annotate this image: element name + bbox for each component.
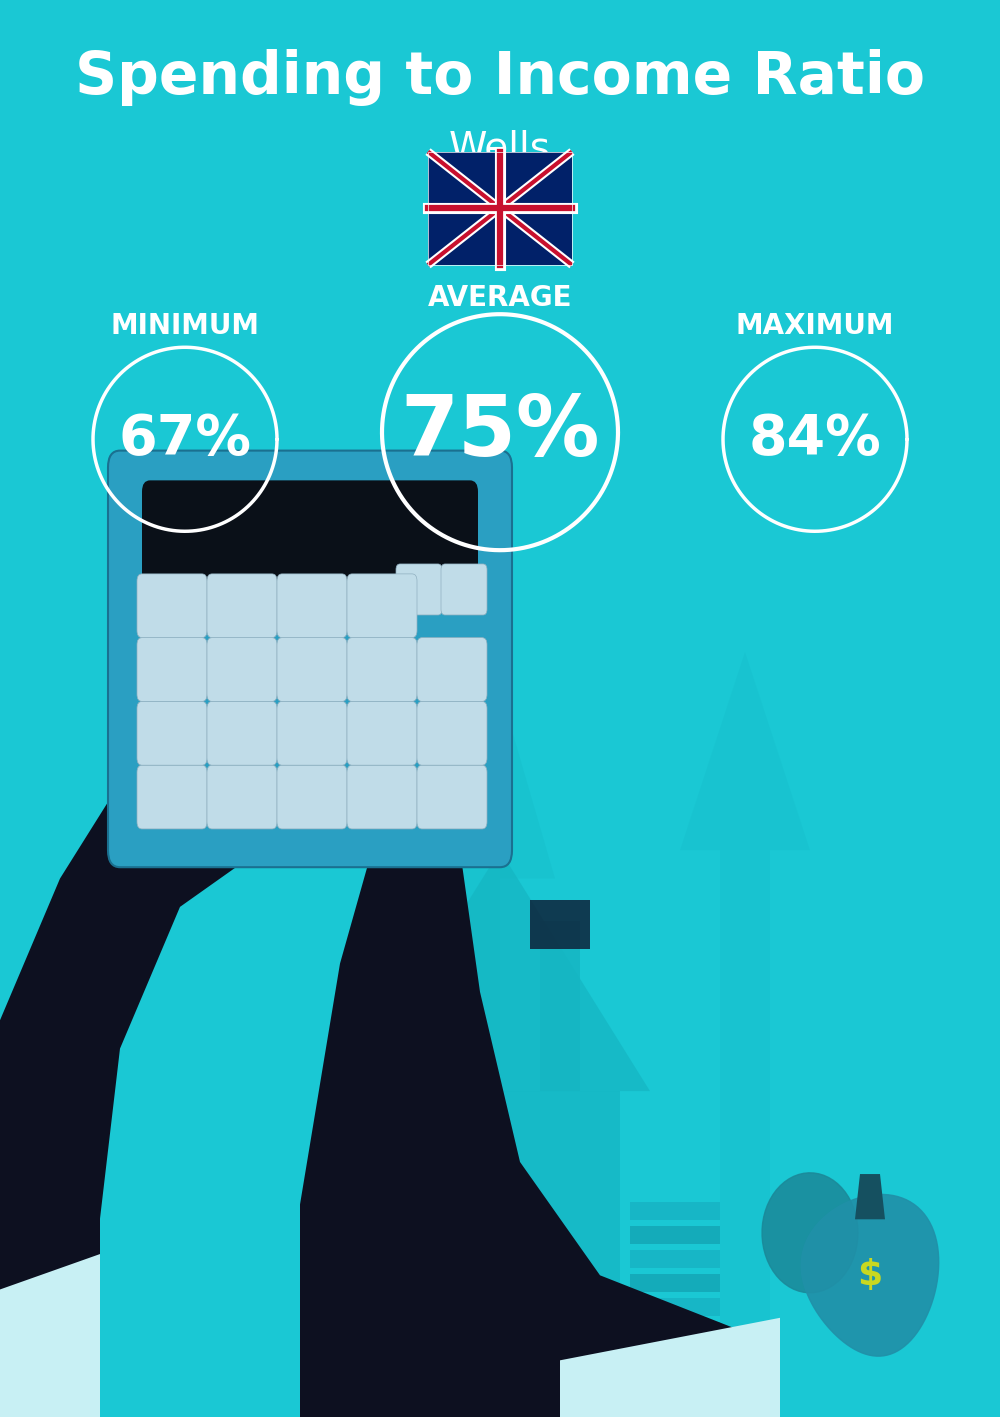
Polygon shape bbox=[415, 638, 555, 1389]
FancyBboxPatch shape bbox=[428, 152, 572, 265]
Polygon shape bbox=[540, 921, 580, 1091]
Polygon shape bbox=[380, 1091, 620, 1389]
Polygon shape bbox=[801, 1195, 939, 1356]
Polygon shape bbox=[475, 1226, 510, 1389]
Polygon shape bbox=[560, 1318, 780, 1417]
FancyBboxPatch shape bbox=[441, 564, 487, 615]
Polygon shape bbox=[630, 1298, 720, 1316]
FancyBboxPatch shape bbox=[108, 451, 512, 867]
Polygon shape bbox=[530, 900, 590, 949]
Text: Wells: Wells bbox=[449, 130, 551, 167]
FancyBboxPatch shape bbox=[347, 574, 417, 638]
Polygon shape bbox=[762, 1173, 858, 1292]
Polygon shape bbox=[630, 1274, 720, 1292]
FancyBboxPatch shape bbox=[137, 574, 207, 638]
FancyBboxPatch shape bbox=[277, 638, 347, 701]
Polygon shape bbox=[630, 1202, 720, 1220]
FancyBboxPatch shape bbox=[417, 701, 487, 765]
FancyBboxPatch shape bbox=[396, 564, 442, 615]
FancyBboxPatch shape bbox=[207, 638, 277, 701]
Polygon shape bbox=[0, 1254, 100, 1417]
Text: 84%: 84% bbox=[749, 412, 881, 466]
FancyBboxPatch shape bbox=[277, 765, 347, 829]
FancyBboxPatch shape bbox=[347, 701, 417, 765]
FancyBboxPatch shape bbox=[277, 574, 347, 638]
Text: MINIMUM: MINIMUM bbox=[110, 312, 260, 340]
Text: AVERAGE: AVERAGE bbox=[428, 283, 572, 312]
Polygon shape bbox=[0, 666, 400, 1417]
Polygon shape bbox=[630, 1346, 720, 1365]
Text: $: $ bbox=[857, 1258, 883, 1292]
Polygon shape bbox=[680, 652, 810, 1389]
Polygon shape bbox=[630, 1370, 720, 1389]
Polygon shape bbox=[630, 1322, 720, 1340]
Polygon shape bbox=[630, 1250, 720, 1268]
FancyBboxPatch shape bbox=[417, 638, 487, 701]
Text: 67%: 67% bbox=[119, 412, 252, 466]
FancyBboxPatch shape bbox=[207, 765, 277, 829]
FancyBboxPatch shape bbox=[137, 765, 207, 829]
Polygon shape bbox=[350, 850, 650, 1091]
FancyBboxPatch shape bbox=[137, 701, 207, 765]
FancyBboxPatch shape bbox=[207, 574, 277, 638]
Polygon shape bbox=[440, 1226, 455, 1389]
FancyBboxPatch shape bbox=[347, 765, 417, 829]
Text: MAXIMUM: MAXIMUM bbox=[736, 312, 894, 340]
Polygon shape bbox=[630, 1226, 720, 1244]
FancyBboxPatch shape bbox=[347, 638, 417, 701]
Polygon shape bbox=[855, 1175, 885, 1219]
FancyBboxPatch shape bbox=[142, 480, 478, 599]
FancyBboxPatch shape bbox=[277, 701, 347, 765]
FancyBboxPatch shape bbox=[417, 765, 487, 829]
FancyBboxPatch shape bbox=[207, 701, 277, 765]
Text: 75%: 75% bbox=[400, 391, 600, 473]
Text: Spending to Income Ratio: Spending to Income Ratio bbox=[75, 50, 925, 106]
Polygon shape bbox=[300, 765, 780, 1417]
FancyBboxPatch shape bbox=[137, 638, 207, 701]
